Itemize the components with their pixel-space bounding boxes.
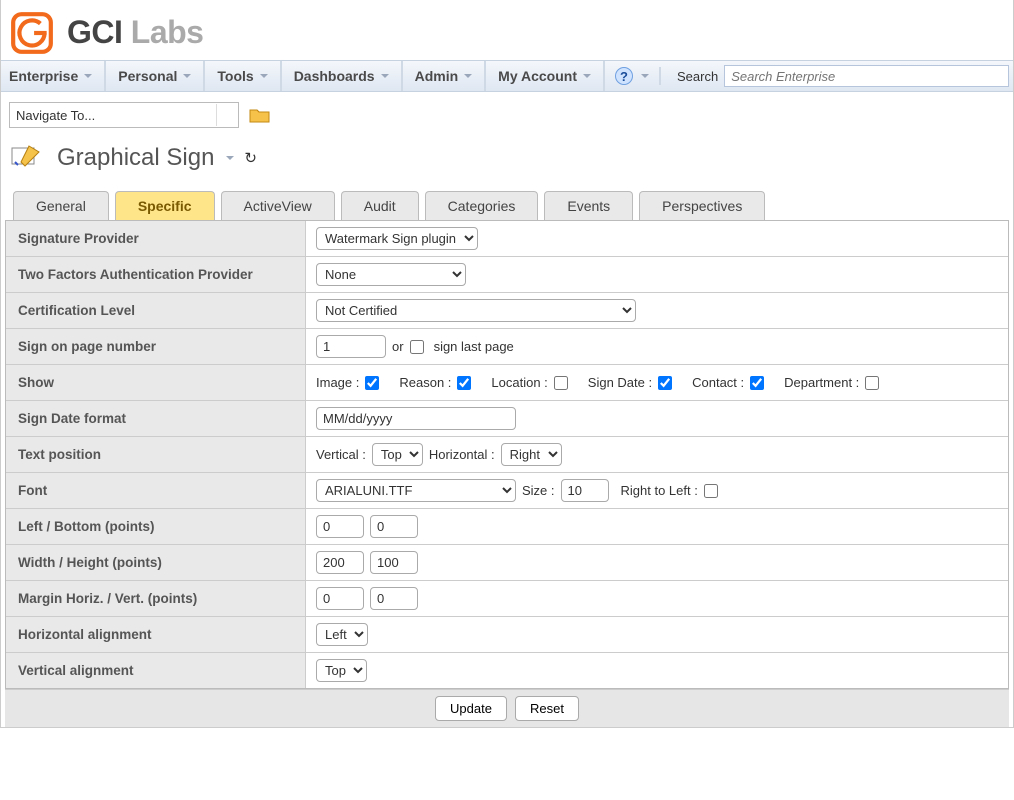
label-font: Font [6,473,306,508]
tab-categories[interactable]: Categories [425,191,539,220]
show-checkbox[interactable] [750,376,764,390]
checkbox-rtl[interactable] [704,484,718,498]
checkbox-sign-last-page[interactable] [410,340,424,354]
show-label: Sign Date : [588,375,652,390]
chevron-down-icon [641,74,649,78]
brand-text: GCI Labs [67,14,203,51]
show-checkbox[interactable] [365,376,379,390]
select-signature-provider[interactable]: Watermark Sign plugin [316,227,478,250]
label-sign-last-page: sign last page [434,339,514,354]
select-font[interactable]: ARIALUNI.TTF [316,479,516,502]
input-margin-h[interactable] [316,587,364,610]
menu-my-account[interactable]: My Account [486,61,605,91]
label-rtl: Right to Left : [621,483,698,498]
menu-tools[interactable]: Tools [205,61,281,91]
tab-events[interactable]: Events [544,191,633,220]
tab-general[interactable]: General [13,191,109,220]
label-font-size: Size : [522,483,555,498]
navigate-to-combo[interactable]: Navigate To... [9,102,239,128]
show-label: Contact : [692,375,744,390]
input-margin-v[interactable] [370,587,418,610]
chevron-down-icon [260,74,268,78]
input-date-format[interactable] [316,407,516,430]
search-label: Search [661,69,724,84]
select-cert-level[interactable]: Not Certified [316,299,636,322]
navigate-to-label: Navigate To... [16,108,95,123]
menu-dashboards[interactable]: Dashboards [282,61,403,91]
input-bottom[interactable] [370,515,418,538]
tab-activeview[interactable]: ActiveView [221,191,335,220]
chevron-down-icon [583,74,591,78]
show-label: Location : [491,375,547,390]
search-input[interactable] [724,65,1009,87]
input-height[interactable] [370,551,418,574]
label-h-align: Horizontal alignment [6,617,306,652]
label-v-align: Vertical alignment [6,653,306,688]
tab-perspectives[interactable]: Perspectives [639,191,765,220]
label-sign-page: Sign on page number [6,329,306,364]
menu-help[interactable]: ? [605,67,661,85]
label-signature-provider: Signature Provider [6,221,306,256]
input-font-size[interactable] [561,479,609,502]
menu-admin[interactable]: Admin [403,61,487,91]
chevron-down-icon [216,104,234,126]
help-icon: ? [615,67,633,85]
input-sign-page-number[interactable] [316,335,386,358]
show-label: Reason : [399,375,451,390]
chevron-down-icon [381,74,389,78]
label-text-position: Text position [6,437,306,472]
header: GCI Labs [1,0,1013,60]
select-h-align[interactable]: Left [316,623,368,646]
show-label: Image : [316,375,359,390]
show-checkbox[interactable] [658,376,672,390]
input-width[interactable] [316,551,364,574]
footer-bar: Update Reset [5,689,1009,727]
chevron-down-icon [464,74,472,78]
label-or: or [392,339,404,354]
refresh-icon[interactable]: ↻ [244,149,257,167]
select-v-align[interactable]: Top [316,659,367,682]
graphical-sign-icon [9,142,47,173]
menu-enterprise[interactable]: Enterprise [1,61,106,91]
form-area: Signature Provider Watermark Sign plugin… [5,220,1009,689]
select-two-factor[interactable]: None [316,263,466,286]
brand-name: GCI [67,14,122,50]
label-show: Show [6,365,306,400]
tab-bar: General Specific ActiveView Audit Catego… [1,191,1013,220]
reset-button[interactable]: Reset [515,696,579,721]
page-title-row: Graphical Sign ↻ [1,128,1013,191]
show-checkbox[interactable] [865,376,879,390]
tab-specific[interactable]: Specific [115,191,215,220]
show-checkbox[interactable] [554,376,568,390]
label-width-height: Width / Height (points) [6,545,306,580]
label-vertical: Vertical : [316,447,366,462]
select-text-horizontal[interactable]: Right [501,443,562,466]
label-left-bottom: Left / Bottom (points) [6,509,306,544]
brand-logo-icon [9,10,55,54]
input-left[interactable] [316,515,364,538]
nav-toolbar: Navigate To... [1,92,1013,128]
label-two-factor: Two Factors Authentication Provider [6,257,306,292]
tab-audit[interactable]: Audit [341,191,419,220]
label-margin: Margin Horiz. / Vert. (points) [6,581,306,616]
label-cert-level: Certification Level [6,293,306,328]
show-label: Department : [784,375,859,390]
chevron-down-icon [84,74,92,78]
folder-icon[interactable] [249,106,271,124]
update-button[interactable]: Update [435,696,507,721]
label-date-format: Sign Date format [6,401,306,436]
brand-suffix: Labs [131,14,204,50]
chevron-down-icon [183,74,191,78]
label-horizontal: Horizontal : [429,447,495,462]
select-text-vertical[interactable]: Top [372,443,423,466]
chevron-down-icon[interactable] [226,156,234,160]
page-title: Graphical Sign [57,144,214,172]
show-checkbox[interactable] [457,376,471,390]
main-menubar: Enterprise Personal Tools Dashboards Adm… [1,60,1013,92]
menu-personal[interactable]: Personal [106,61,205,91]
